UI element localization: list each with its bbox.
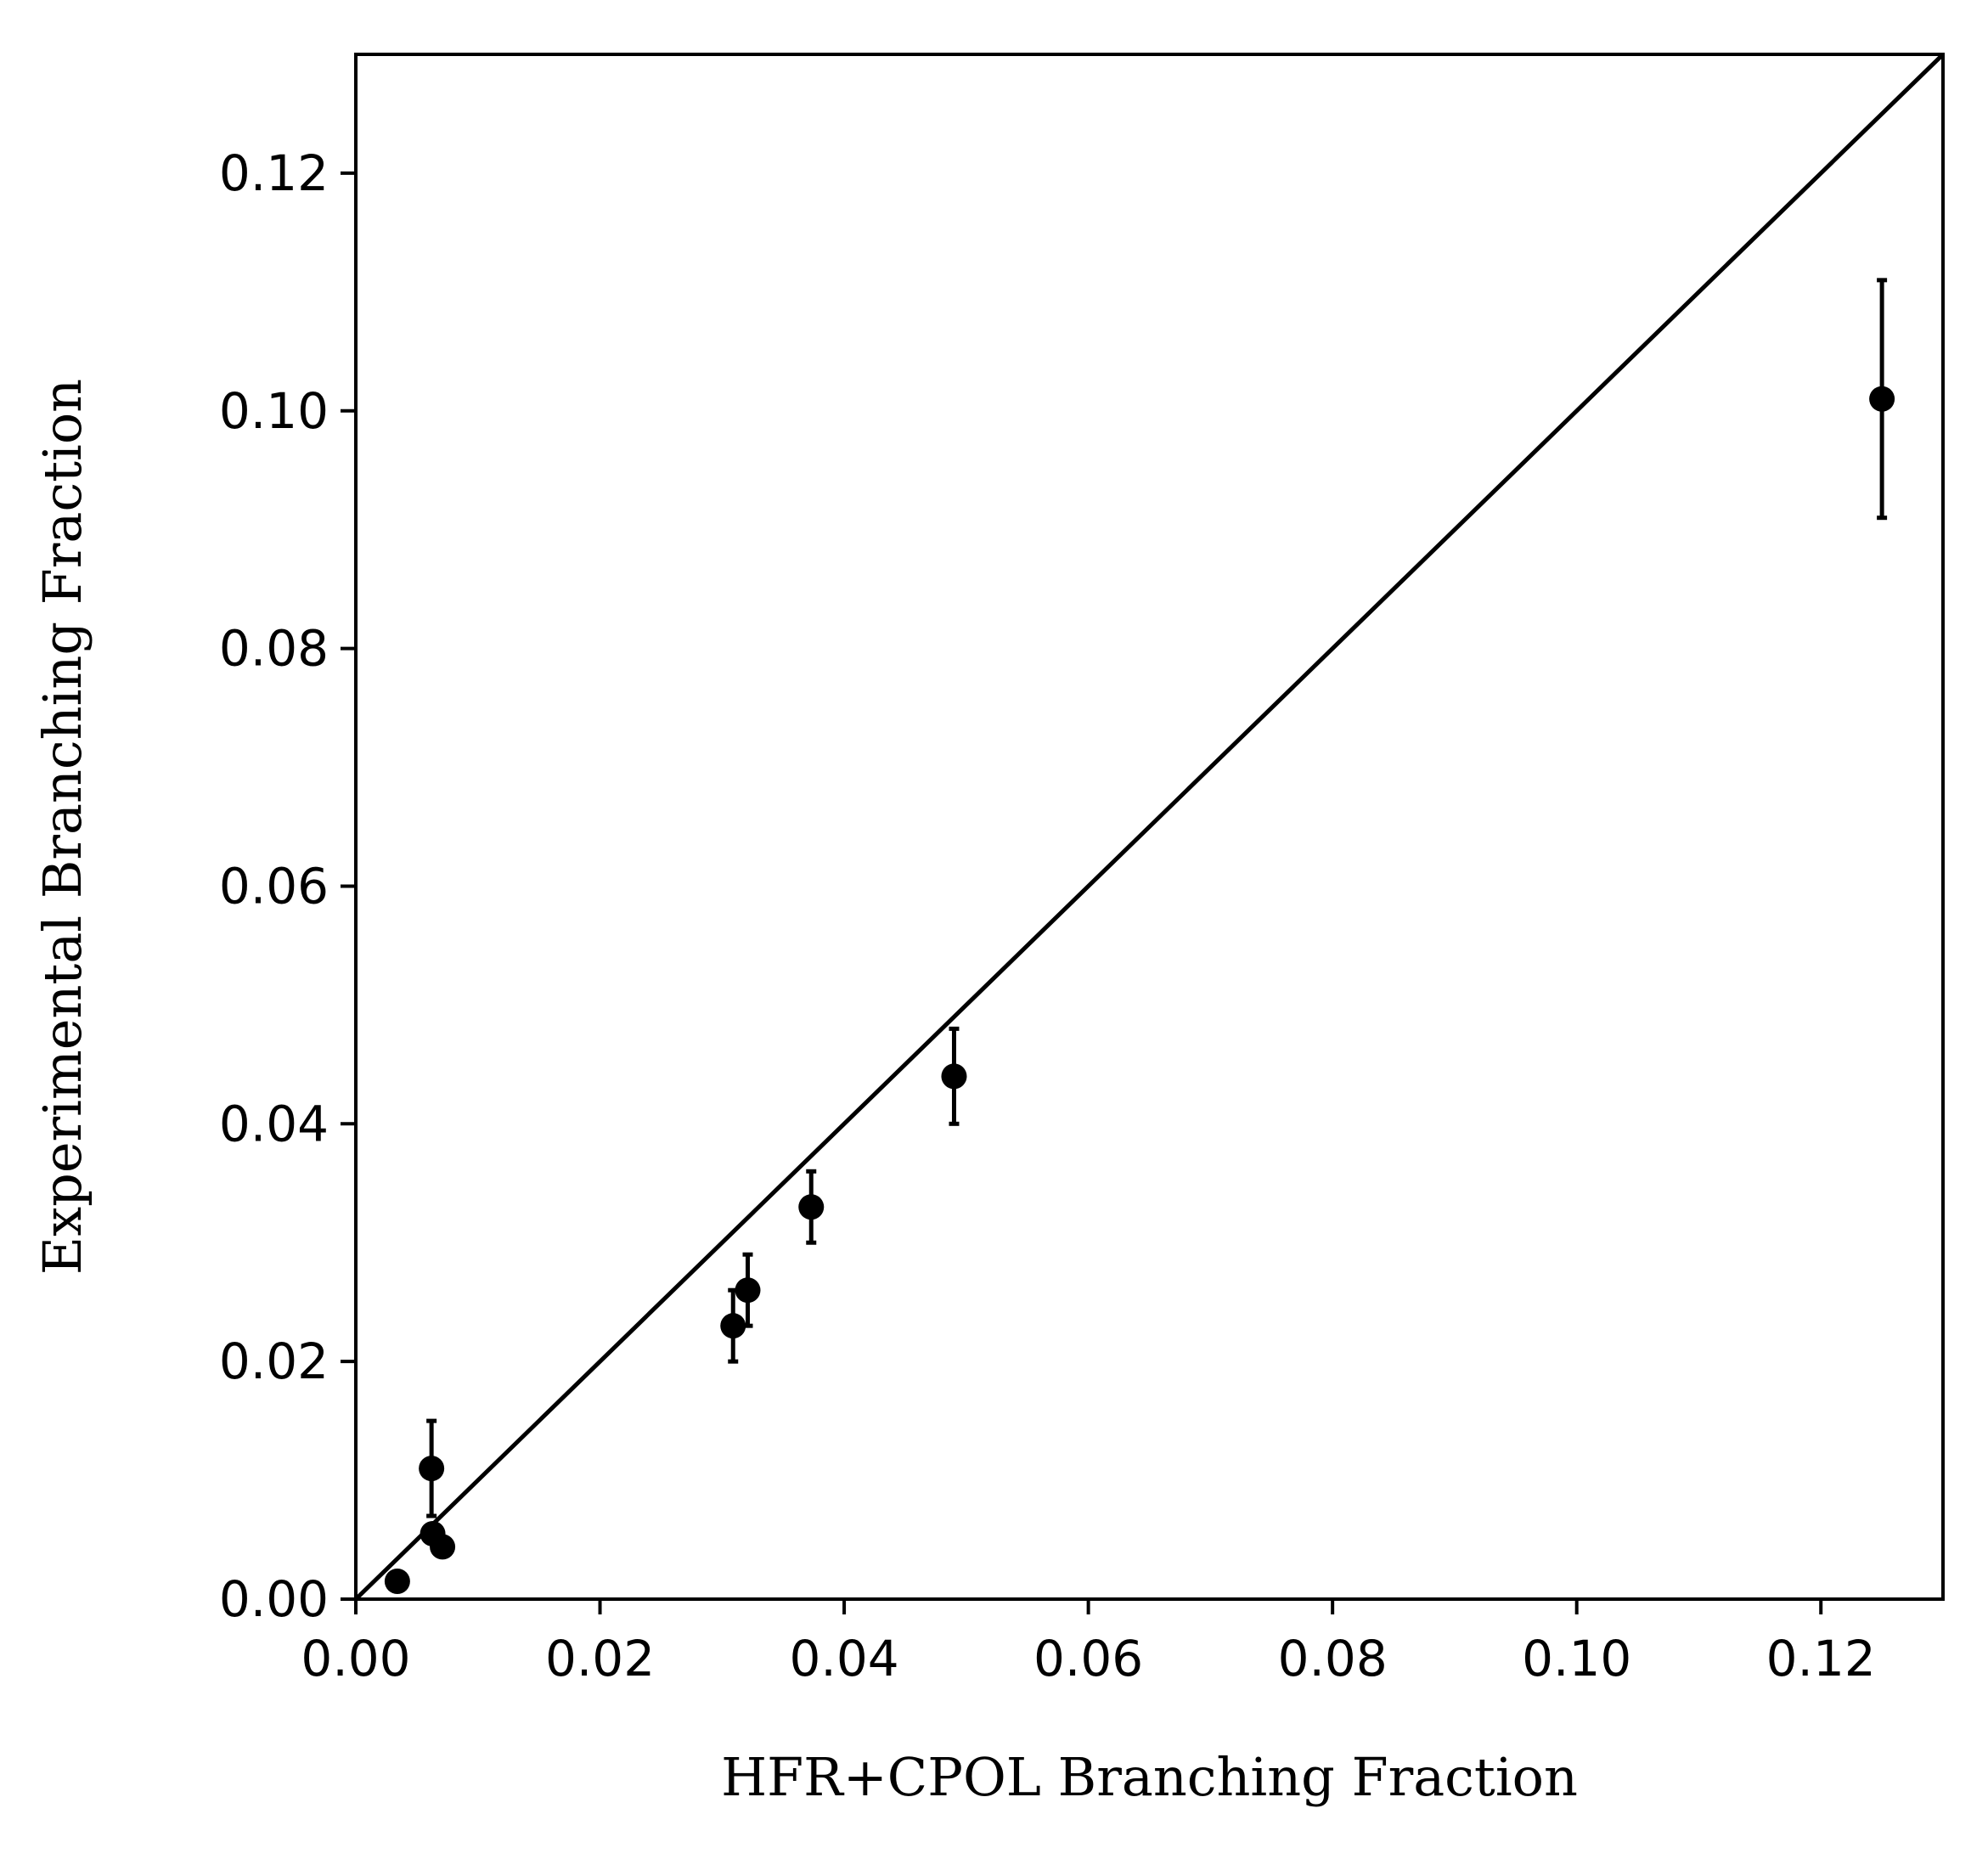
data-marker xyxy=(419,1456,445,1482)
x-tick-label: 0.12 xyxy=(1766,1630,1876,1687)
x-tick-label: 0.02 xyxy=(545,1630,655,1687)
data-marker xyxy=(735,1277,761,1304)
data-marker xyxy=(798,1194,825,1220)
x-tick-label: 0.08 xyxy=(1278,1630,1388,1687)
data-point xyxy=(1869,278,1895,521)
data-point xyxy=(798,1169,825,1245)
data-marker xyxy=(720,1313,746,1339)
x-tick-label: 0.10 xyxy=(1522,1630,1631,1687)
y-tick-label: 0.10 xyxy=(219,382,329,440)
y-tick-label: 0.04 xyxy=(219,1095,329,1152)
y-axis: 0.00 0.02 0.04 0.06 0.08 0.10 0.12 xyxy=(219,144,356,1628)
y-tick-label: 0.08 xyxy=(219,620,329,678)
data-point xyxy=(384,1569,410,1595)
x-axis-title: HFR+CPOL Branching Fraction xyxy=(721,1746,1578,1808)
data-point xyxy=(419,1418,445,1518)
x-tick-label: 0.06 xyxy=(1033,1630,1143,1687)
data-marker xyxy=(384,1569,410,1595)
data-point xyxy=(735,1252,761,1328)
plot-area xyxy=(354,53,1945,1601)
data-marker xyxy=(941,1063,967,1090)
x-axis: 0.00 0.02 0.04 0.06 0.08 0.10 0.12 xyxy=(301,1599,1876,1687)
y-tick-label: 0.02 xyxy=(219,1332,329,1390)
plot-frame xyxy=(354,53,1945,1601)
x-tick-label: 0.00 xyxy=(301,1630,410,1687)
y-tick-label: 0.06 xyxy=(219,857,329,915)
y-axis-title: Experimental Branching Fraction xyxy=(31,379,93,1275)
reference-line xyxy=(354,53,1945,1601)
y-tick-label: 0.12 xyxy=(219,144,329,202)
data-marker xyxy=(430,1534,456,1560)
data-marker xyxy=(1869,386,1895,412)
data-point xyxy=(720,1287,746,1364)
x-tick-label: 0.04 xyxy=(790,1630,899,1687)
data-point xyxy=(430,1534,456,1560)
y-tick-label: 0.00 xyxy=(219,1570,329,1628)
data-point xyxy=(941,1026,967,1126)
